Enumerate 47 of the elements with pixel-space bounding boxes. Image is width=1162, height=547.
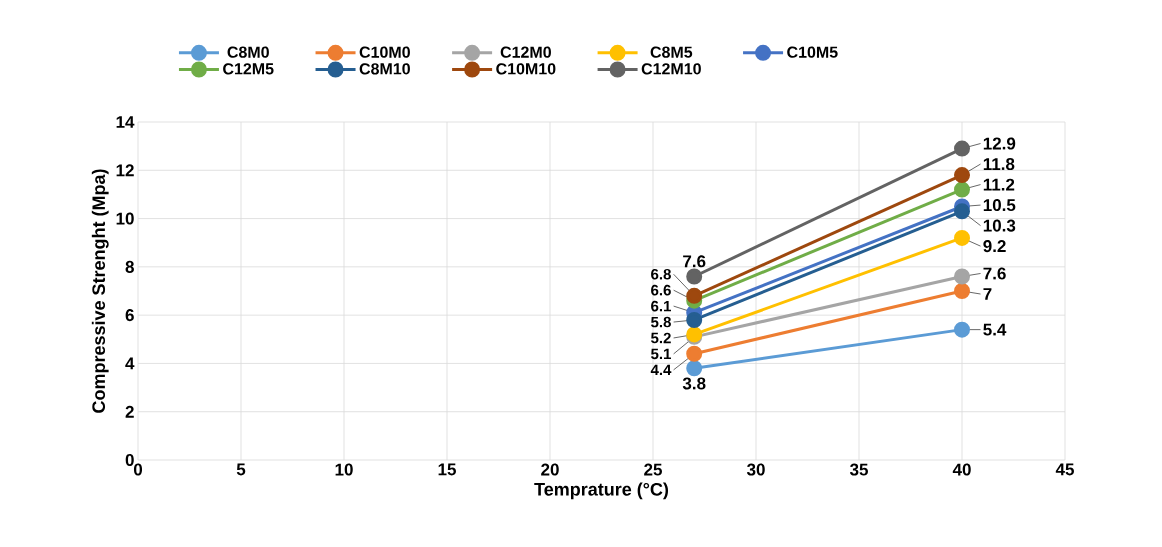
y-tick-label: 2: [125, 405, 134, 418]
y-axis-title: Compressive Strenght (Mpa): [91, 169, 109, 413]
x-tick-label: 0: [133, 463, 143, 476]
x-tick-label: 20: [541, 463, 559, 476]
x-tick-label: 30: [746, 463, 765, 476]
legend-label: C12M10: [641, 63, 701, 75]
x-tick-label: 10: [335, 463, 353, 476]
legend-label: C12M0: [500, 46, 551, 58]
data-label: 6.8: [651, 268, 671, 280]
x-axis-title: Temprature (°C): [534, 482, 669, 500]
data-label: 11.2: [983, 178, 1015, 191]
data-label: 11.8: [983, 158, 1015, 171]
y-tick-label: 4: [125, 357, 135, 370]
legend-label: C8M5: [650, 46, 693, 58]
data-label: 5.1: [651, 348, 671, 360]
y-tick-label: 12: [116, 164, 134, 177]
data-label: 5.8: [651, 316, 671, 328]
data-label: 5.2: [651, 332, 671, 344]
data-label: 10.5: [983, 199, 1016, 212]
data-label: 3.8: [682, 377, 706, 390]
y-tick-label: 6: [125, 309, 134, 322]
y-tick-label: 8: [125, 260, 134, 273]
data-label: 4.4: [650, 364, 672, 375]
data-label: 5.4: [983, 323, 1007, 336]
legend-label: C10M5: [787, 46, 838, 58]
legend-label: C12M5: [223, 63, 274, 75]
y-tick-label: 14: [116, 116, 135, 128]
data-label: 7: [983, 288, 992, 300]
x-tick-label: 25: [644, 463, 662, 476]
x-tick-label: 5: [236, 463, 246, 476]
x-tick-label: 45: [1055, 463, 1074, 476]
legend-label: C8M10: [359, 63, 410, 75]
data-label: 7.6: [983, 267, 1006, 280]
x-tick-label: 15: [438, 463, 456, 476]
y-tick-label: 0: [125, 453, 134, 467]
legend-label: C8M0: [227, 46, 269, 58]
data-label: 9.2: [983, 240, 1006, 253]
data-label: 7.6: [683, 255, 706, 268]
data-label: 6.1: [651, 300, 671, 312]
legend-label: C10M10: [496, 63, 556, 75]
data-label: 6.6: [651, 284, 671, 296]
y-tick-label: 10: [116, 212, 134, 225]
data-label: 12.9: [983, 137, 1016, 150]
data-label: 10.3: [983, 219, 1016, 232]
x-tick-label: 40: [952, 463, 971, 476]
legend-label: C10M0: [359, 46, 410, 58]
x-tick-label: 35: [849, 463, 868, 476]
